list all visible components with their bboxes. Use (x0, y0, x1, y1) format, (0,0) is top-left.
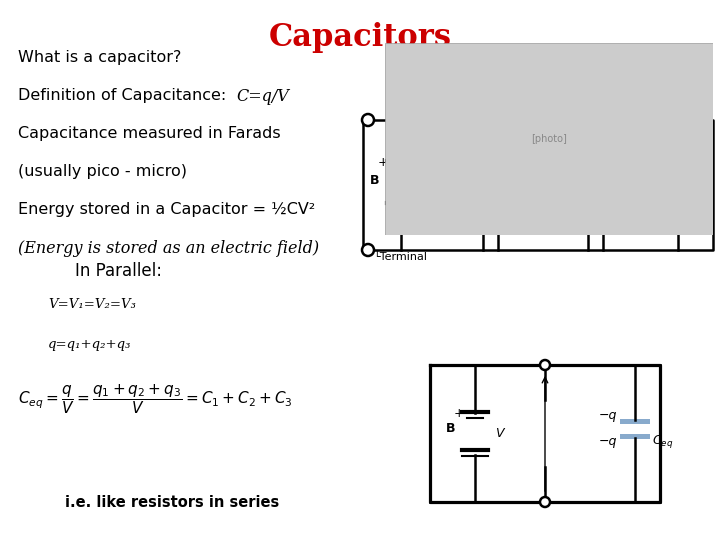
Text: −q₂: −q₂ (546, 191, 564, 201)
Text: $C_{eq} = \dfrac{q}{V} = \dfrac{q_1+q_2+q_3}{V} = C_1+C_2+C_3$: $C_{eq} = \dfrac{q}{V} = \dfrac{q_1+q_2+… (18, 382, 293, 416)
Circle shape (362, 114, 374, 126)
Text: −q₃: −q₃ (456, 191, 474, 201)
Circle shape (540, 497, 550, 507)
Text: −q: −q (598, 435, 617, 448)
Bar (566, 184, 610, 189)
Bar (620, 418, 650, 423)
Text: C=q/V: C=q/V (236, 88, 289, 105)
Text: Terminal: Terminal (508, 108, 555, 118)
Text: V: V (614, 175, 621, 185)
Text: +: + (378, 157, 388, 170)
Text: Energy stored in a Capacitor = ½CV²: Energy stored in a Capacitor = ½CV² (18, 202, 315, 217)
Text: i.e. like resistors in series: i.e. like resistors in series (65, 495, 279, 510)
Text: V: V (524, 175, 531, 185)
Text: C₁: C₁ (702, 191, 714, 201)
Bar (620, 434, 650, 438)
Text: +q₃: +q₃ (456, 159, 474, 169)
Text: V: V (704, 175, 711, 185)
Bar (656, 171, 700, 176)
Text: q=q₁+q₂+q₃: q=q₁+q₂+q₃ (48, 338, 132, 351)
Text: V=V₁=V₂=V₃: V=V₁=V₂=V₃ (48, 298, 136, 311)
Text: Capacitors: Capacitors (269, 22, 451, 53)
Text: B: B (369, 173, 379, 186)
Text: +q₁: +q₁ (636, 159, 654, 169)
Circle shape (362, 244, 374, 256)
Text: (Energy is stored as an electric field): (Energy is stored as an electric field) (18, 240, 319, 257)
Bar (476, 184, 520, 189)
Text: C₃: C₃ (522, 191, 534, 201)
Text: └Terminal: └Terminal (373, 252, 427, 262)
Text: V: V (423, 179, 431, 192)
Text: What is a capacitor?: What is a capacitor? (18, 50, 181, 65)
Bar (566, 171, 610, 176)
Text: +: + (454, 407, 464, 420)
Text: C₂: C₂ (612, 191, 624, 201)
Text: −q₂: −q₂ (546, 159, 564, 169)
Text: Capacitance measured in Farads: Capacitance measured in Farads (18, 126, 281, 141)
Circle shape (540, 360, 550, 370)
Bar (476, 171, 520, 176)
Text: [photo]: [photo] (531, 134, 567, 144)
Text: −q: −q (598, 409, 617, 422)
Bar (656, 184, 700, 189)
Text: (usually pico - micro): (usually pico - micro) (18, 164, 187, 179)
Text: $C_{eq}$: $C_{eq}$ (652, 433, 673, 450)
Text: In Parallel:: In Parallel: (75, 262, 162, 280)
Text: B: B (446, 422, 455, 435)
Text: Definition of Capacitance:: Definition of Capacitance: (18, 88, 231, 103)
Text: −q₁: −q₁ (636, 191, 654, 201)
Text: V: V (495, 427, 503, 440)
